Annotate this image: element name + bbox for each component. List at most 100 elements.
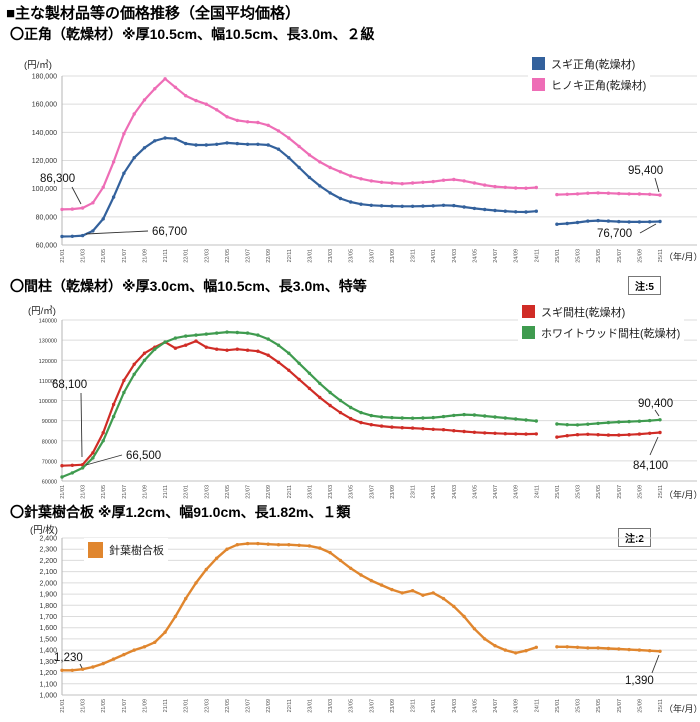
data-point <box>204 102 208 106</box>
x-tick-label: 22/01 <box>184 249 190 263</box>
data-point <box>111 160 116 164</box>
data-point <box>80 466 85 470</box>
data-point <box>514 186 518 190</box>
data-point <box>297 543 301 547</box>
data-point <box>379 180 384 184</box>
annotation-leader-start <box>79 663 83 669</box>
annotation-label-end: 1,390 <box>625 675 654 687</box>
data-point <box>452 203 456 208</box>
data-point <box>369 413 373 418</box>
section-shokaku-title: 〇正角（乾燥材）※厚10.5cm、幅10.5cm、長3.0m、２級 <box>10 26 375 42</box>
legend-entry-sugi-mabashira: スギ間柱(乾燥材) <box>522 301 680 322</box>
x-tick-label: 24/11 <box>534 699 540 712</box>
data-point <box>431 591 435 595</box>
x-tick-label: 24/09 <box>514 699 520 713</box>
data-point <box>173 614 178 619</box>
y-tick-label: 120,000 <box>32 158 57 165</box>
x-tick-label: 25/05 <box>596 249 602 263</box>
data-point <box>400 426 404 430</box>
data-point <box>596 218 600 223</box>
data-point <box>658 219 662 224</box>
data-point <box>586 422 590 426</box>
data-point <box>111 657 116 661</box>
data-point <box>163 340 167 344</box>
data-point <box>307 544 312 548</box>
data-point <box>266 542 270 546</box>
data-point <box>421 427 425 431</box>
section-mabashira-title: 〇間柱（乾燥材）※厚3.0cm、幅10.5cm、長3.0m、特等 <box>10 278 367 294</box>
x-tick-label: 21/11 <box>163 699 169 712</box>
data-point <box>472 627 477 631</box>
annotation-label-sugi-end: 76,700 <box>597 228 632 240</box>
y-tick-label: 2,400 <box>39 536 57 543</box>
x-tick-label: 24/05 <box>472 699 478 713</box>
y-axis-unit-label: (円/枚) <box>30 524 58 536</box>
data-point <box>173 336 178 340</box>
legend-entry-sugi-shokaku: スギ正角(乾燥材) <box>532 53 646 74</box>
data-point <box>194 339 198 343</box>
annotation-label-hinoki-end: 95,400 <box>628 165 663 177</box>
data-point <box>503 209 507 213</box>
data-point <box>122 171 126 175</box>
data-point <box>91 456 95 460</box>
y-tick-label: 80000 <box>42 439 57 445</box>
data-point <box>596 421 600 426</box>
data-point <box>483 207 487 212</box>
x-tick-label: 25/09 <box>637 699 643 713</box>
annotation-label-sugi-start: 66,700 <box>152 226 187 238</box>
data-point <box>276 543 281 547</box>
data-point <box>359 573 363 577</box>
legend-swatch-sugi-shokaku <box>532 57 545 70</box>
section-mabashira: 〇間柱（乾燥材）※厚3.0cm、幅10.5cm、長3.0m、特等 注:5 600… <box>0 276 700 506</box>
data-point <box>586 219 590 223</box>
x-tick-label: 23/09 <box>390 485 396 499</box>
annotation-leader-hinoki-start <box>71 186 82 205</box>
data-point <box>441 178 446 182</box>
data-point <box>132 362 136 366</box>
data-point <box>637 419 642 423</box>
data-point <box>297 144 301 149</box>
section-gouhan-title: 〇針葉樹合板 ※厚1.2cm、幅91.0cm、長1.82m、１類 <box>10 504 351 520</box>
data-point <box>276 147 281 151</box>
data-point <box>101 431 105 435</box>
x-tick-label: 24/07 <box>493 249 499 263</box>
x-tick-label: 24/03 <box>452 249 458 263</box>
y-tick-label: 1,700 <box>39 614 57 621</box>
data-point <box>369 423 373 427</box>
x-tick-label: 23/11 <box>411 699 417 712</box>
data-point <box>184 334 188 338</box>
x-tick-label: 21/07 <box>122 249 128 263</box>
x-tick-label: 25/07 <box>617 699 623 713</box>
series-line-sugi-shokaku <box>60 136 538 238</box>
data-point <box>575 192 580 196</box>
data-point <box>142 358 147 362</box>
data-point <box>142 645 147 649</box>
data-point <box>297 361 301 365</box>
data-point <box>142 146 147 150</box>
data-point <box>225 115 229 119</box>
data-point <box>70 471 75 475</box>
x-tick-label: 23/01 <box>307 485 313 499</box>
data-point <box>472 413 477 417</box>
annotation-label-hinoki-start: 86,300 <box>40 173 75 185</box>
data-point <box>483 431 487 435</box>
data-point <box>204 567 208 572</box>
y-tick-label: 180,000 <box>32 74 57 81</box>
x-tick-label: 22/07 <box>246 249 252 263</box>
data-point <box>318 381 322 386</box>
data-point <box>627 647 631 652</box>
x-tick-label: 21/11 <box>163 249 169 262</box>
data-point <box>627 192 631 196</box>
x-tick-label: 24/11 <box>534 485 540 498</box>
y-tick-label: 130000 <box>39 339 57 345</box>
data-point <box>194 333 198 337</box>
data-point <box>648 220 652 224</box>
data-point <box>111 402 116 407</box>
y-tick-label: 2,100 <box>39 569 57 576</box>
data-point <box>132 372 136 376</box>
x-tick-label: 24/03 <box>452 699 458 713</box>
note-badge-mabashira: 注:5 <box>628 276 661 295</box>
data-point <box>400 204 404 208</box>
data-point <box>132 648 136 652</box>
series-sugi-shokaku <box>60 136 662 239</box>
